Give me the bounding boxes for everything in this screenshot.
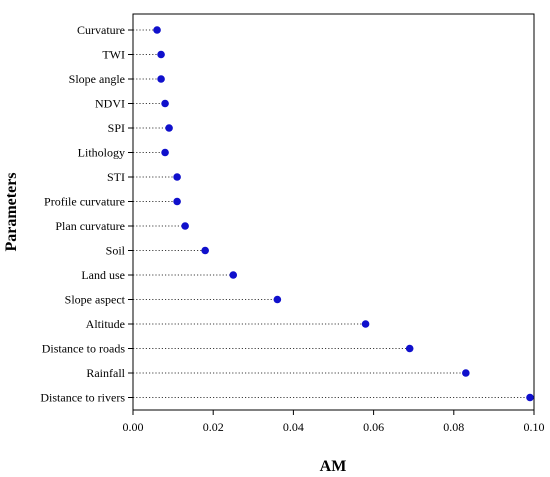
data-point [161,99,169,108]
y-axis: Curvature TWI Slope angle NDVI SPI Lithology S… [40,23,133,405]
data-point [181,222,189,230]
y-tick-label: Profile curvature [44,195,125,209]
y-axis-title: Parameters [3,172,20,251]
y-tick-label: TWI [102,48,125,62]
y-tick-label: Slope angle [69,72,125,86]
y-tick-label: Curvature [77,23,125,37]
x-axis: 0.00 0.02 0.04 0.06 0.08 0.10 [123,410,545,434]
y-tick-label: SPI [108,121,125,135]
x-tick-label: 0.08 [443,420,464,434]
leader-lines [133,29,530,398]
y-tick-label: Distance to rivers [40,391,125,405]
data-point [405,344,414,353]
x-tick-label: 0.10 [524,420,545,434]
y-tick-label: Lithology [78,146,125,160]
y-tick-label: STI [107,170,125,184]
data-point [229,271,238,279]
y-tick-label: Rainfall [86,366,125,380]
plot-frame [132,13,535,411]
y-tick-label: Distance to roads [42,342,126,356]
y-tick-label: Soil [106,244,126,258]
x-axis-title: AM [320,458,347,475]
y-tick-label: Land use [81,268,125,282]
data-point [165,124,173,132]
data-point [462,369,470,377]
data-point [157,75,165,83]
data-point [201,246,209,255]
x-tick-label: 0.02 [203,420,224,434]
data-point [161,148,169,157]
y-tick-label: Slope aspect [65,293,126,307]
y-tick-label: Altitude [86,317,125,331]
y-tick-label: NDVI [95,97,125,111]
x-tick-label: 0.00 [123,420,144,434]
data-point [526,393,534,402]
x-tick-label: 0.04 [283,420,304,434]
data-point [173,173,181,181]
y-tick-label: Plan curvature [55,219,125,233]
data-point [173,197,181,206]
data-point [361,320,370,328]
data-points [153,26,534,402]
data-point [273,295,282,304]
data-point [157,50,165,59]
x-tick-label: 0.06 [363,420,384,434]
data-point [153,26,161,34]
